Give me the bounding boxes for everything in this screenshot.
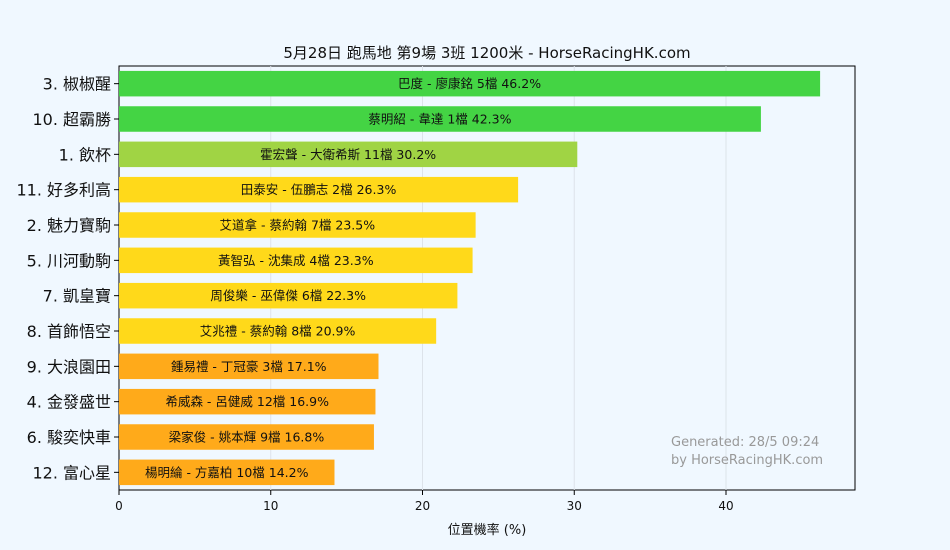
- source-annotation: by HorseRacingHK.com: [671, 453, 823, 468]
- bar-label: 巴度 - 廖康銘 5檔 46.2%: [398, 76, 541, 91]
- x-tick-label: 0: [115, 499, 123, 513]
- bar-label: 梁家俊 - 姚本輝 9檔 16.8%: [169, 430, 325, 445]
- bar-label: 楊明綸 - 方嘉柏 10檔 14.2%: [145, 465, 309, 480]
- bars-group: 巴度 - 廖康銘 5檔 46.2% 蔡明紹 - 韋達 1檔 42.3% 霍宏聲 - …: [119, 70, 821, 486]
- x-tick-label: 40: [718, 499, 733, 513]
- x-tick-label: 30: [567, 499, 582, 513]
- bar-label: 蔡明紹 - 韋達 1檔 42.3%: [368, 112, 511, 127]
- plot-area: [118, 65, 856, 491]
- y-tick-label: 11. 好多利高: [16, 181, 111, 200]
- x-tick-label: 20: [415, 499, 430, 513]
- y-tick-label: 3. 椒椒醒: [43, 75, 111, 94]
- bar: [119, 247, 473, 274]
- bar: [119, 176, 519, 203]
- bar: [119, 459, 335, 486]
- chart-title: 5月28日 跑馬地 第9場 3班 1200米 - HorseRacingHK.c…: [283, 44, 690, 62]
- bar: [119, 424, 374, 450]
- bar: [119, 212, 476, 238]
- y-tick-label: 8. 首飾悟空: [27, 322, 111, 341]
- y-tick-label: 12. 富心星: [32, 463, 111, 482]
- bar-label: 艾道拿 - 蔡約翰 7檔 23.5%: [220, 218, 376, 233]
- bar: [119, 106, 761, 132]
- grid-lines: [270, 66, 727, 490]
- y-tick-label: 2. 魅力寶駒: [27, 216, 111, 235]
- y-axis-labels: 3. 椒椒醒 10. 超霸勝 1. 飲杯 11. 好多利高 2. 魅力寶駒 5. 川河動駒…: [16, 75, 119, 482]
- bar: [119, 141, 578, 168]
- bar: [119, 353, 379, 380]
- bar-label: 田泰安 - 伍鵬志 2檔 26.3%: [241, 182, 397, 197]
- bar-label: 希威森 - 呂健威 12檔 16.9%: [165, 394, 329, 409]
- bar: [119, 70, 821, 97]
- bar-label: 霍宏聲 - 大衛希斯 11檔 30.2%: [260, 147, 436, 162]
- bar: [119, 282, 458, 309]
- y-tick-label: 1. 飲杯: [59, 145, 111, 164]
- generated-annotation: Generated: 28/5 09:24: [671, 435, 819, 450]
- y-tick-label: 9. 大浪園田: [27, 357, 111, 376]
- bar: [119, 388, 376, 415]
- y-tick-label: 5. 川河動駒: [27, 251, 111, 270]
- y-tick-label: 6. 駿奕快車: [27, 428, 111, 447]
- y-tick-label: 4. 金發盛世: [27, 393, 111, 412]
- bar: [119, 318, 437, 344]
- bar-label: 周俊樂 - 巫偉傑 6檔 22.3%: [210, 288, 366, 303]
- bar-label: 艾兆禮 - 蔡約翰 8檔 20.9%: [200, 324, 356, 339]
- x-axis-label: 位置機率 (%): [448, 522, 527, 538]
- x-tick-label: 10: [263, 499, 278, 513]
- y-tick-label: 7. 凱皇寶: [43, 287, 111, 306]
- x-axis: 0 10 20 30 40: [115, 490, 734, 513]
- y-tick-label: 10. 超霸勝: [32, 110, 111, 129]
- bar-label: 黃智弘 - 沈集成 4檔 23.3%: [218, 253, 374, 268]
- bar-label: 鍾易禮 - 丁冠豪 3檔 17.1%: [171, 359, 327, 374]
